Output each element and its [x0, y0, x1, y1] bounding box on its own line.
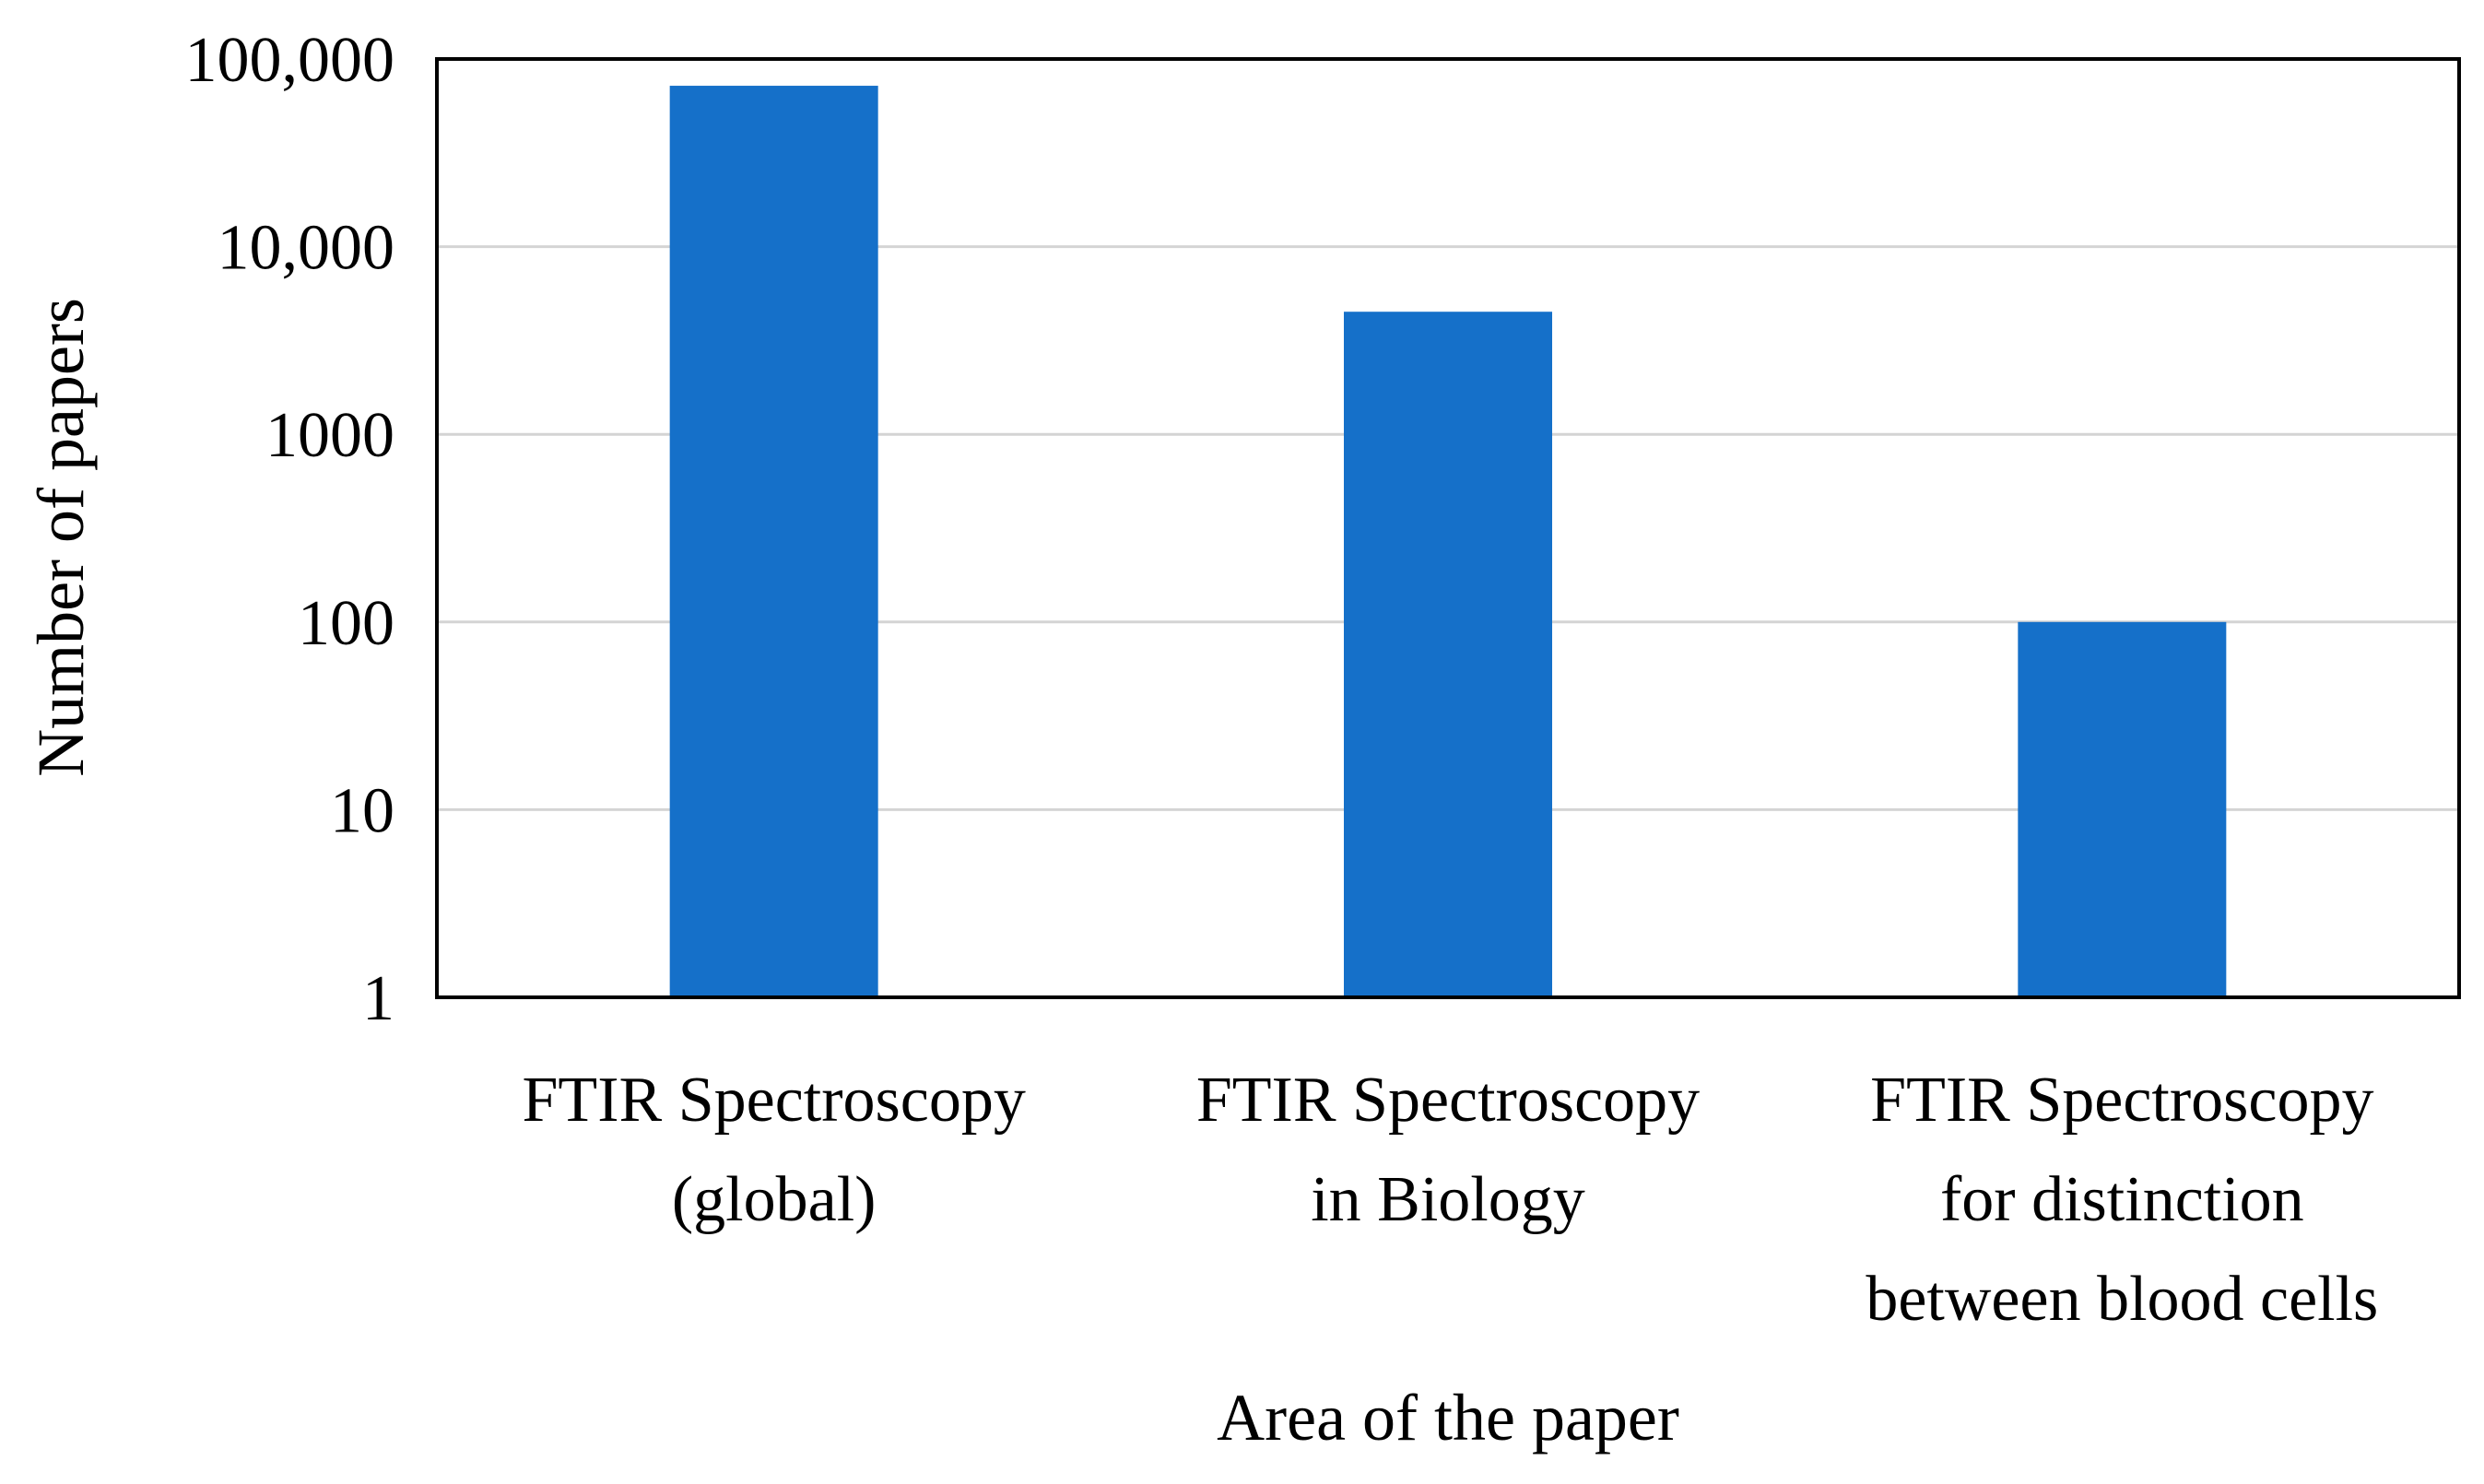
x-category-labels: FTIR Spectroscopy(global)FTIR Spectrosco…	[523, 1065, 2379, 1335]
x-category-label-line: FTIR Spectroscopy	[1196, 1065, 1700, 1136]
x-category-label-line: (global)	[672, 1164, 877, 1235]
y-tick-label: 10	[330, 775, 394, 846]
y-tick-label: 10,000	[218, 213, 395, 284]
y-tick-label: 1	[362, 963, 394, 1034]
x-category-label: FTIR Spectroscopy for distinction between …	[1866, 1065, 2378, 1335]
y-tick-label: 1000	[265, 400, 394, 471]
x-category-label-line: between blood cells	[1866, 1264, 2378, 1335]
x-category-label-line: FTIR Spectroscopy	[1870, 1065, 2373, 1136]
y-tick-labels: 1 10 100 1000 10,000 100,000	[185, 25, 395, 1034]
x-category-label: FTIR Spectroscopy in Biology	[1196, 1065, 1700, 1235]
x-axis-title: Area of the paper	[1217, 1381, 1679, 1455]
bar	[1344, 312, 1552, 997]
bar	[669, 86, 878, 997]
y-axis-title: Number of papers	[24, 298, 98, 777]
x-category-label-line: in Biology	[1311, 1164, 1585, 1235]
x-category-label: FTIR Spectroscopy (global)	[523, 1065, 1026, 1235]
bars	[669, 86, 2227, 997]
plot-frame	[435, 57, 2461, 999]
y-tick-label: 100	[298, 588, 394, 659]
x-category-label-line: for distinction	[1940, 1164, 2304, 1235]
y-tick-label: 100,000	[185, 25, 395, 96]
bar	[2018, 621, 2227, 997]
x-category-label-line: FTIR Spectroscopy	[523, 1065, 1026, 1136]
